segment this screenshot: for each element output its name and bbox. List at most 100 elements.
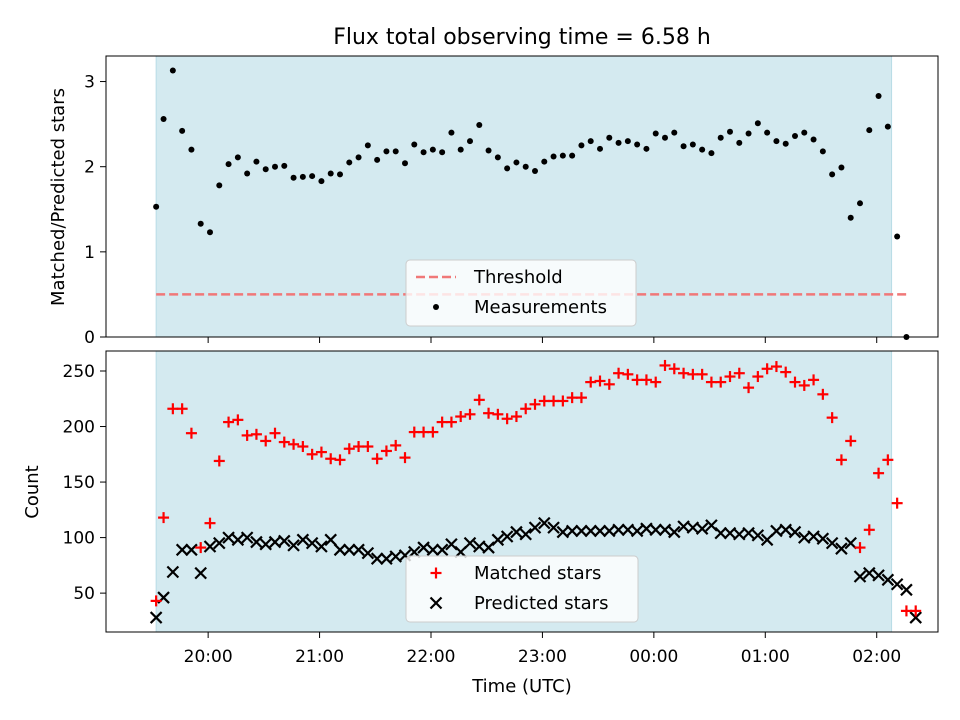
top-panel-frame: [105, 55, 939, 338]
predicted-star-point: [742, 526, 755, 540]
measurement-point: [160, 116, 167, 123]
matched-star-point: [529, 398, 541, 410]
matched-star-point: [362, 441, 374, 453]
predicted-star-point: [909, 611, 922, 624]
legend-predicted-marker: [429, 596, 443, 610]
x-tick-label: 23:00: [518, 647, 567, 667]
matched-star-point: [594, 375, 606, 387]
matched-star-point: [510, 411, 522, 423]
matched-star-point: [743, 382, 755, 394]
measurement-point: [485, 147, 492, 154]
measurement-point: [634, 141, 641, 148]
predicted-star-point: [630, 524, 644, 538]
measurement-point: [764, 129, 771, 136]
predicted-star-point: [435, 543, 449, 557]
predicted-star-point: [668, 525, 681, 539]
matched-star-point: [891, 497, 903, 509]
predicted-star-point: [417, 541, 430, 554]
predicted-star-point: [203, 540, 217, 553]
predicted-star-point: [213, 536, 226, 550]
predicted-star-point: [426, 543, 440, 557]
predicted-star-point: [463, 536, 477, 550]
predicted-star-point: [296, 533, 310, 547]
measurement-point: [578, 142, 585, 149]
measurement-point: [402, 160, 408, 167]
predicted-star-point: [240, 531, 254, 544]
legend-measurements-swatch: [433, 304, 439, 310]
measurement-point: [337, 171, 343, 178]
matched-star-point: [150, 595, 162, 607]
measurement-point: [207, 229, 213, 236]
matched-star-point: [640, 374, 652, 386]
predicted-star-point: [538, 516, 551, 530]
measurement-point: [847, 214, 854, 221]
predicted-star-point: [519, 527, 532, 541]
predicted-star-point: [194, 566, 207, 580]
measurement-point: [624, 138, 631, 145]
matched-star-point: [659, 359, 671, 371]
measurement-point: [290, 174, 297, 181]
predicted-star-point: [500, 530, 514, 543]
predicted-star-point: [491, 533, 505, 547]
matched-star-point: [278, 436, 290, 448]
predicted-star-point: [175, 543, 189, 557]
measurement-point: [392, 148, 399, 155]
predicted-star-point: [593, 524, 607, 538]
matched-star-point: [696, 368, 708, 380]
measurement-point: [689, 141, 696, 148]
matched-star-point: [204, 517, 216, 529]
measurement-point: [810, 136, 817, 143]
predicted-star-point: [807, 530, 820, 543]
matched-star-point: [455, 411, 467, 423]
matched-star-point: [585, 376, 597, 388]
matched-star-point: [613, 367, 625, 379]
predicted-star-point: [380, 552, 393, 565]
matched-star-point: [761, 363, 773, 375]
matched-star-point: [603, 378, 615, 390]
top-panel: 0 1 2 3 Matched/Predicted stars Threshold M…: [48, 55, 939, 348]
bottom-legend: Matched stars Predicted stars: [405, 555, 639, 623]
matched-star-point: [483, 407, 495, 419]
matched-star-point: [297, 441, 309, 453]
x-tick-label: 21:00: [295, 647, 344, 667]
measurement-point: [448, 129, 455, 136]
top-y-tick-label: 0: [84, 328, 95, 348]
measurement-point: [699, 146, 706, 153]
measurement-point: [244, 170, 251, 177]
predicted-star-point: [881, 573, 895, 587]
matched-star-point: [770, 361, 782, 373]
matched-star-point: [622, 368, 634, 380]
predicted-star-point: [370, 552, 384, 565]
measurement-point: [467, 138, 473, 145]
measurement-point: [299, 173, 306, 180]
measurement-point: [736, 139, 743, 146]
matched-star-point: [408, 426, 420, 438]
predicted-star-point: [853, 570, 867, 583]
measurement-point: [884, 123, 891, 130]
measurement-point: [411, 141, 418, 148]
matched-star-point: [288, 438, 300, 450]
matched-star-point: [882, 454, 894, 466]
legend-matched-swatch: [430, 567, 442, 579]
matched-star-point: [501, 413, 513, 425]
measurement-point: [652, 130, 659, 137]
predicted-star-point: [835, 542, 848, 555]
measurement-point: [429, 146, 436, 153]
matched-star-point: [399, 452, 411, 464]
predicted-star-point: [278, 534, 291, 548]
matched-star-point: [863, 524, 875, 536]
matched-star-point: [436, 416, 448, 428]
matched-star-point: [705, 376, 717, 388]
measurement-point: [383, 148, 390, 155]
measurement-point: [225, 161, 232, 168]
predicted-star-point: [565, 524, 579, 538]
matched-star-point: [334, 454, 346, 466]
predicted-star-point: [575, 524, 588, 538]
measurement-point: [281, 162, 288, 169]
top-legend: Threshold Measurements: [405, 259, 637, 327]
measurement-point: [671, 129, 678, 136]
matched-star-point: [158, 512, 170, 524]
matched-star-point: [789, 376, 801, 388]
measurement-point: [234, 154, 241, 161]
matched-star-point: [826, 412, 838, 424]
